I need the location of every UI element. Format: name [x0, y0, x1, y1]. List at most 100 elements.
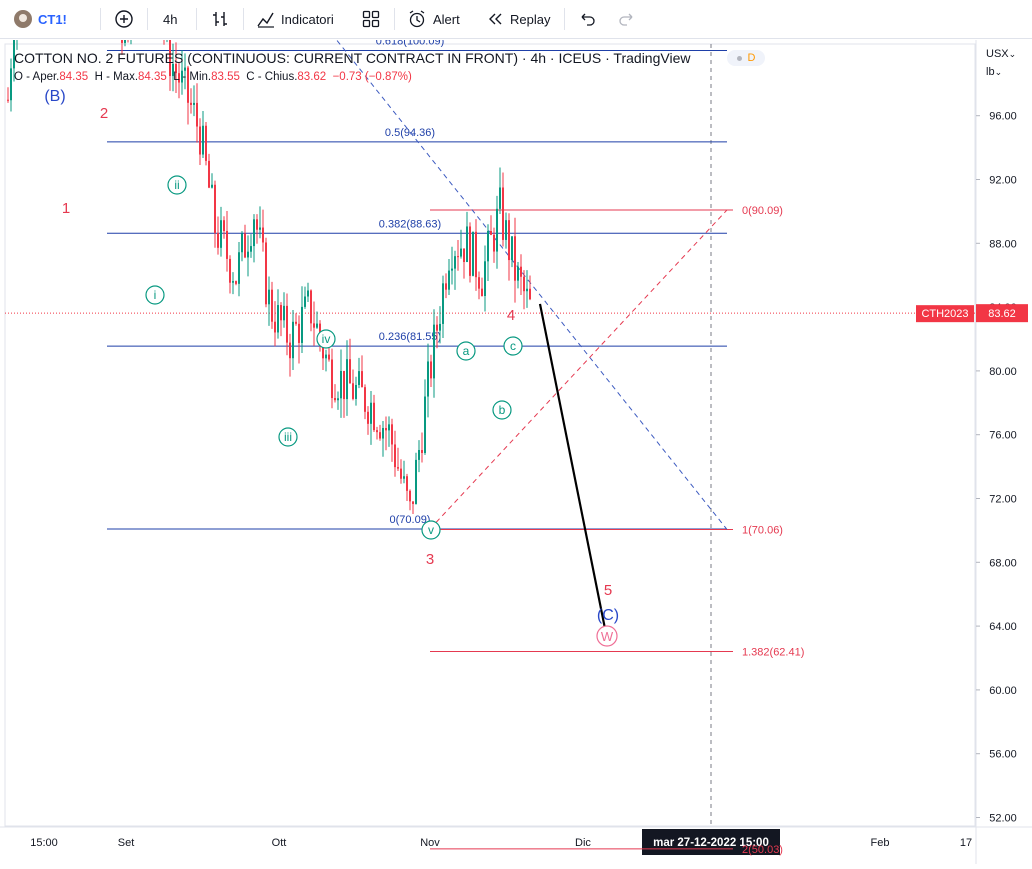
- current-price-label: 83.62: [988, 308, 1016, 320]
- unit-label: lb: [986, 66, 995, 78]
- price-tick-label: 60.00: [989, 685, 1017, 697]
- undo-icon: [581, 13, 595, 26]
- candle-body: [313, 323, 315, 328]
- candle-body: [448, 270, 450, 290]
- price-tick-label: 76.00: [989, 430, 1017, 442]
- candle-body: [526, 288, 528, 292]
- candle-body: [298, 323, 300, 343]
- price-tick-label: 92.00: [989, 175, 1017, 187]
- fib-retracement-label: 0(70.09): [390, 514, 431, 526]
- price-tick-label: 80.00: [989, 366, 1017, 378]
- candle-body: [241, 233, 243, 253]
- symbol-search[interactable]: CT1!: [14, 0, 67, 38]
- candle-body: [487, 231, 489, 262]
- candle-body: [310, 290, 312, 324]
- candle-body: [337, 398, 339, 401]
- candle-body: [172, 63, 174, 77]
- candle-body: [511, 236, 513, 261]
- candle-body: [220, 220, 222, 248]
- candle-body: [508, 220, 510, 261]
- top-toolbar: CT1! 4h Indicatori Alert Replay: [0, 0, 1032, 39]
- indicators-button[interactable]: Indicatori: [256, 0, 334, 38]
- wave-circle-label: iii: [284, 430, 292, 444]
- cotton-logo-icon: [14, 10, 32, 28]
- symbol-label: CT1!: [38, 11, 67, 27]
- replay-button[interactable]: Replay: [486, 0, 550, 38]
- candle-body: [499, 187, 501, 209]
- layouts-button[interactable]: [361, 0, 381, 38]
- candle-body: [397, 467, 399, 469]
- current-price-box: [976, 304, 1028, 323]
- candle-body: [334, 398, 336, 401]
- candle-body: [175, 63, 177, 74]
- undo-button[interactable]: [579, 0, 597, 38]
- candle-body: [187, 67, 189, 103]
- wave-label-impulse: 2: [100, 105, 108, 122]
- candle-body: [469, 226, 471, 276]
- candle-body: [325, 354, 327, 359]
- fib-retracement-label: 0.382(88.63): [379, 218, 441, 230]
- candle-body: [181, 70, 183, 83]
- toolbar-divider: [196, 8, 197, 30]
- unit-selector[interactable]: lb⌄: [986, 66, 1002, 78]
- candle-body: [250, 246, 252, 252]
- price-tick-label: 88.00: [989, 238, 1017, 250]
- candle-body: [466, 226, 468, 262]
- candle-body: [415, 459, 417, 504]
- candle-body: [121, 0, 123, 43]
- candle-body: [439, 323, 441, 331]
- candle-body: [460, 248, 462, 257]
- candle-body: [529, 288, 531, 300]
- candle-body: [304, 296, 306, 307]
- chart-title: COTTON NO. 2 FUTURES (CONTINUOUS: CURREN…: [14, 50, 691, 66]
- indicators-label: Indicatori: [281, 11, 334, 27]
- candle-body: [433, 324, 435, 379]
- currency-label: USX: [986, 48, 1009, 60]
- chevron-down-icon: ⌄: [1008, 49, 1017, 59]
- candle-body: [394, 444, 396, 468]
- candle-body: [190, 102, 192, 105]
- candle-body: [7, 99, 9, 101]
- projection-line: [538, 303, 610, 644]
- ohlc-legend: O - Aper.84.35 H - Max.84.35 L - Min.83.…: [14, 71, 412, 83]
- candle-body: [292, 321, 294, 359]
- grid-icon: [362, 10, 380, 28]
- candle-body: [343, 370, 345, 400]
- wave-circle: [503, 336, 523, 356]
- toolbar-divider: [394, 8, 395, 30]
- candle-body: [412, 501, 414, 504]
- candle-body: [421, 450, 423, 453]
- candle-body: [442, 283, 444, 324]
- time-tick-label: Set: [118, 837, 135, 849]
- interval-label: 4h: [163, 11, 178, 27]
- candle-body: [226, 231, 228, 259]
- candle-body: [244, 233, 246, 258]
- candle-body: [277, 305, 279, 333]
- candle-body: [523, 276, 525, 292]
- alert-button[interactable]: Alert: [407, 0, 460, 38]
- candle-body: [457, 256, 459, 258]
- wave-circle: [145, 285, 165, 305]
- status-dot-icon: [736, 55, 742, 61]
- wave-circle-label: iv: [322, 332, 331, 346]
- redo-button[interactable]: [617, 0, 635, 38]
- bar-chart-icon: [213, 12, 227, 26]
- currency-selector[interactable]: USX⌄: [986, 48, 1016, 60]
- add-symbol-button[interactable]: [114, 0, 134, 38]
- wave-label-major: (B): [44, 88, 65, 105]
- chart-type-button[interactable]: [210, 0, 230, 38]
- candle-body: [358, 371, 360, 385]
- data-status-badge[interactable]: D: [727, 50, 765, 66]
- close-label: C - Chius.: [246, 71, 298, 83]
- candle-body: [400, 468, 402, 479]
- candle-body: [235, 281, 237, 284]
- interval-button[interactable]: 4h: [163, 0, 177, 38]
- candle-body: [259, 227, 261, 230]
- candle-body: [328, 354, 330, 360]
- degree-circle: [596, 625, 618, 647]
- price-tick-label: 96.00: [989, 111, 1017, 123]
- candle-body: [196, 102, 198, 127]
- candle-body: [472, 231, 474, 276]
